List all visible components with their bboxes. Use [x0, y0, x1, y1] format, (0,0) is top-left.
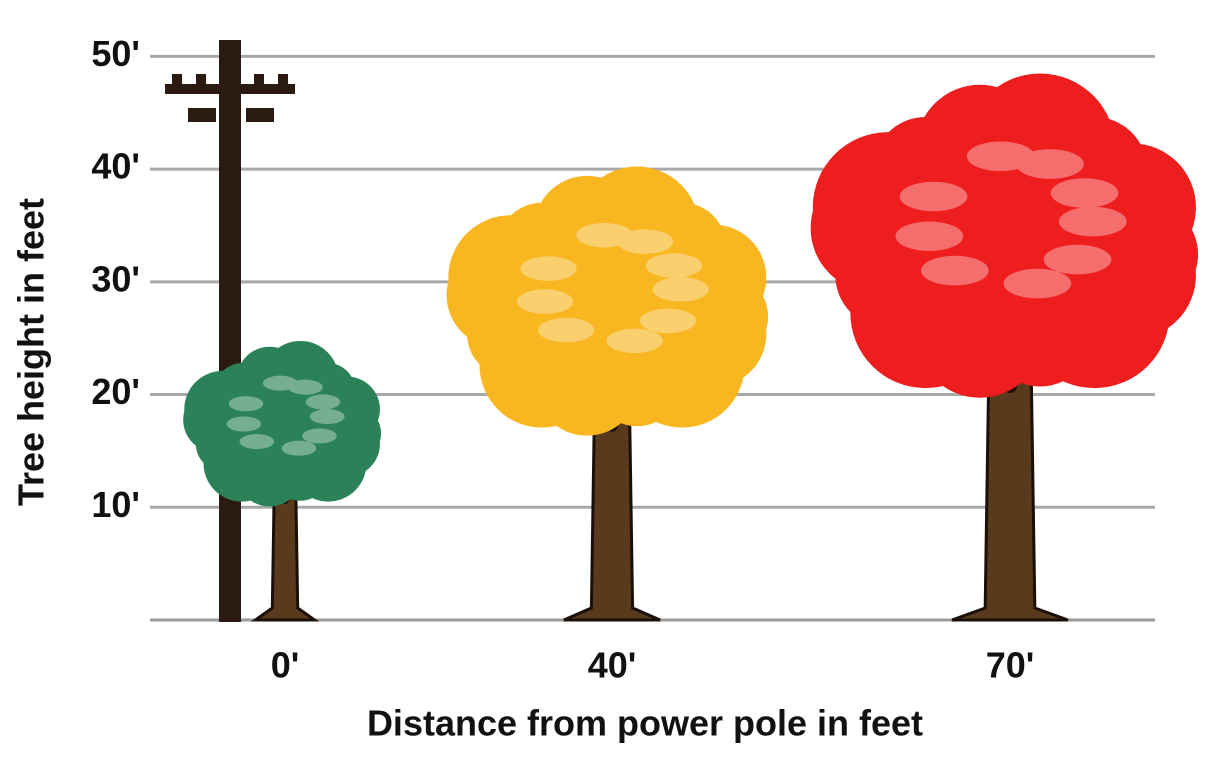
- x-tick-label: 70': [986, 645, 1035, 686]
- canopy-highlight: [1051, 178, 1119, 208]
- canopy-highlight: [520, 256, 576, 281]
- canopy-highlight: [240, 434, 275, 449]
- y-tick-label: 10': [91, 484, 140, 525]
- canopy-highlight: [517, 289, 573, 314]
- canopy-highlight: [282, 441, 317, 456]
- canopy-highlight: [227, 416, 262, 431]
- insulator: [196, 74, 206, 86]
- transformer: [188, 108, 216, 122]
- canopy-highlight: [538, 318, 594, 343]
- tree: [811, 74, 1198, 620]
- canopy-highlight: [310, 409, 345, 424]
- canopy-highlight: [607, 329, 663, 354]
- y-tick-label: 30': [91, 258, 140, 299]
- y-tick-label: 50': [91, 33, 140, 74]
- canopy-highlight: [900, 182, 968, 212]
- transformer: [246, 108, 274, 122]
- canopy-highlight: [302, 428, 337, 443]
- insulator: [172, 74, 182, 86]
- pole: [219, 40, 241, 622]
- y-axis-title: Tree height in feet: [11, 198, 52, 506]
- insulator: [254, 74, 264, 86]
- canopy-highlight: [306, 394, 341, 409]
- y-tick-label: 20': [91, 371, 140, 412]
- chart: Tree height in feet Distance from power …: [0, 0, 1221, 771]
- crossbar: [165, 84, 295, 94]
- canopy-highlight: [1044, 245, 1112, 275]
- canopy-highlight: [1016, 149, 1084, 179]
- canopy-highlight: [640, 309, 696, 334]
- tree: [447, 167, 769, 620]
- canopy-highlight: [653, 277, 709, 302]
- canopy-highlight: [646, 253, 702, 278]
- canopy-highlight: [288, 380, 323, 395]
- canopy-highlight: [895, 221, 963, 251]
- canopy-highlight: [921, 256, 989, 286]
- y-tick-label: 40': [91, 146, 140, 187]
- canopy-highlight: [1059, 207, 1127, 237]
- tree: [183, 341, 381, 620]
- canopy-highlight: [1004, 269, 1072, 299]
- x-axis-title: Distance from power pole in feet: [367, 703, 923, 744]
- x-tick-label: 0': [271, 645, 300, 686]
- canopy-highlight: [617, 229, 673, 254]
- x-tick-label: 40': [588, 645, 637, 686]
- insulator: [278, 74, 288, 86]
- canopy-highlight: [229, 396, 264, 411]
